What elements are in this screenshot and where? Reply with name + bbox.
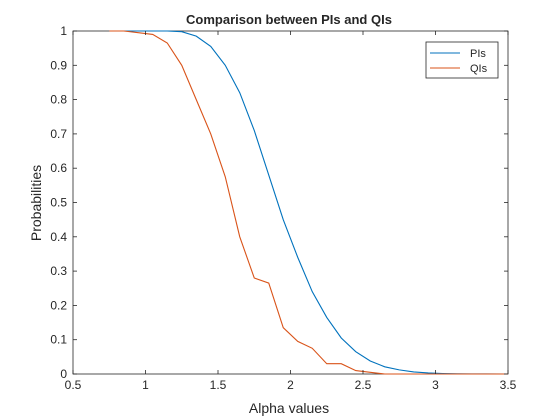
y-tick-label: 0.6 — [50, 161, 67, 175]
y-tick-label: 0.4 — [50, 230, 67, 244]
plot-frame — [72, 30, 509, 375]
y-tick-label: 0.3 — [50, 264, 67, 278]
x-tick-label: 2 — [287, 378, 294, 392]
x-tick-label: 3.5 — [500, 378, 517, 392]
x-tick-label: 0.5 — [65, 378, 82, 392]
legend: PIs QIs — [425, 41, 499, 79]
y-axis: 0 0.1 0.2 0.3 0.4 0.5 0.6 0.7 0.8 0.9 1 — [50, 24, 508, 381]
y-tick-label: 0.7 — [50, 127, 67, 141]
legend-label-pis: PIs — [470, 48, 486, 60]
plot-area — [72, 30, 509, 375]
y-tick-label: 0.1 — [50, 333, 67, 347]
x-tick-label: 1.5 — [210, 378, 227, 392]
legend-label-qis: QIs — [470, 63, 488, 75]
y-axis-label: Probabilities — [28, 165, 44, 241]
chart-title: Comparison between PIs and QIs — [186, 12, 392, 27]
x-axis: 0.5 1 1.5 2 2.5 3 3.5 — [65, 31, 517, 392]
x-tick-label: 1 — [142, 378, 149, 392]
legend-box — [425, 41, 499, 79]
y-tick-label: 1 — [60, 24, 67, 38]
y-tick-label: 0.5 — [50, 196, 67, 210]
y-tick-label: 0.2 — [50, 298, 67, 312]
y-tick-label: 0.8 — [50, 93, 67, 107]
x-tick-label: 2.5 — [355, 378, 372, 392]
y-tick-label: 0 — [60, 367, 67, 381]
y-tick-label: 0.9 — [50, 58, 67, 72]
x-tick-label: 3 — [432, 378, 439, 392]
x-axis-label: Alpha values — [249, 400, 329, 416]
